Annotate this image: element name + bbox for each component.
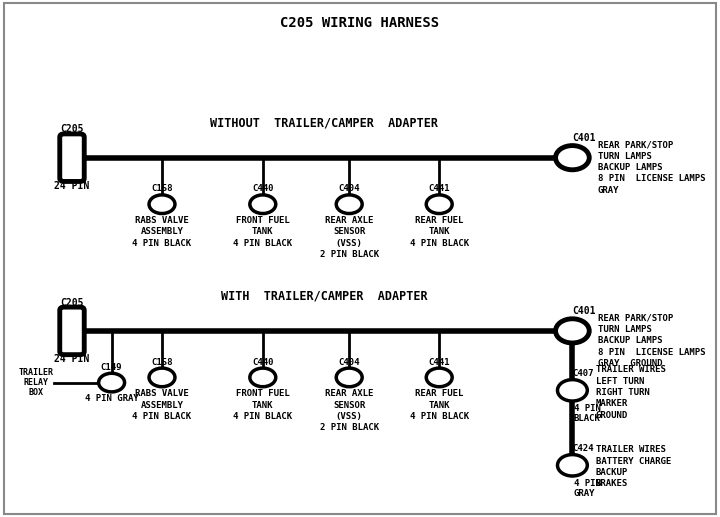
- Text: BACKUP LAMPS: BACKUP LAMPS: [598, 163, 662, 172]
- Text: C407: C407: [572, 369, 594, 378]
- Text: GRAY: GRAY: [574, 489, 595, 498]
- Text: REAR FUEL: REAR FUEL: [415, 389, 464, 398]
- Text: WITHOUT  TRAILER/CAMPER  ADAPTER: WITHOUT TRAILER/CAMPER ADAPTER: [210, 116, 438, 129]
- Text: RIGHT TURN: RIGHT TURN: [596, 388, 649, 397]
- Text: 8 PIN  LICENSE LAMPS: 8 PIN LICENSE LAMPS: [598, 347, 706, 357]
- Text: SENSOR: SENSOR: [333, 401, 365, 409]
- Text: 4 PIN BLACK: 4 PIN BLACK: [132, 412, 192, 421]
- Text: GRAY  GROUND: GRAY GROUND: [598, 359, 662, 368]
- Text: C205: C205: [60, 125, 84, 134]
- Circle shape: [149, 368, 175, 387]
- Text: 24 PIN: 24 PIN: [55, 354, 89, 364]
- Circle shape: [557, 379, 588, 401]
- Text: C401: C401: [572, 306, 596, 316]
- Circle shape: [149, 195, 175, 214]
- Text: FRONT FUEL: FRONT FUEL: [236, 216, 289, 225]
- Text: ASSEMBLY: ASSEMBLY: [140, 401, 184, 409]
- Circle shape: [336, 368, 362, 387]
- Circle shape: [426, 195, 452, 214]
- FancyBboxPatch shape: [60, 134, 84, 181]
- Text: C404: C404: [338, 185, 360, 193]
- Circle shape: [556, 319, 589, 343]
- Text: C149: C149: [101, 363, 122, 372]
- Circle shape: [426, 368, 452, 387]
- Text: 24 PIN: 24 PIN: [55, 181, 89, 191]
- Text: TANK: TANK: [252, 401, 274, 409]
- Text: REAR PARK/STOP: REAR PARK/STOP: [598, 140, 673, 149]
- Text: (VSS): (VSS): [336, 239, 363, 248]
- Text: 4 PIN BLACK: 4 PIN BLACK: [410, 412, 469, 421]
- Circle shape: [250, 368, 276, 387]
- FancyBboxPatch shape: [60, 307, 84, 355]
- Text: RABS VALVE: RABS VALVE: [135, 216, 189, 225]
- Text: C440: C440: [252, 185, 274, 193]
- Text: TURN LAMPS: TURN LAMPS: [598, 325, 652, 334]
- Text: 4 PIN GRAY: 4 PIN GRAY: [85, 394, 138, 403]
- Text: C158: C158: [151, 185, 173, 193]
- Text: TANK: TANK: [252, 227, 274, 236]
- Text: 2 PIN BLACK: 2 PIN BLACK: [320, 423, 379, 432]
- Circle shape: [557, 454, 588, 476]
- Text: GROUND: GROUND: [596, 410, 628, 420]
- Text: REAR AXLE: REAR AXLE: [325, 389, 374, 398]
- Text: TRAILER WIRES: TRAILER WIRES: [596, 445, 666, 454]
- Text: C401: C401: [572, 133, 596, 143]
- Text: MARKER: MARKER: [596, 399, 628, 408]
- Text: 2 PIN BLACK: 2 PIN BLACK: [320, 250, 379, 259]
- Text: SENSOR: SENSOR: [333, 227, 365, 236]
- Text: 4 PIN BLACK: 4 PIN BLACK: [410, 239, 469, 248]
- Circle shape: [336, 195, 362, 214]
- Text: (VSS): (VSS): [336, 412, 363, 421]
- Text: BATTERY CHARGE: BATTERY CHARGE: [596, 457, 671, 466]
- Text: C205: C205: [60, 298, 84, 308]
- Text: WITH  TRAILER/CAMPER  ADAPTER: WITH TRAILER/CAMPER ADAPTER: [221, 290, 427, 302]
- Text: TRAILER WIRES: TRAILER WIRES: [596, 365, 666, 374]
- Text: 4 PIN BLACK: 4 PIN BLACK: [132, 239, 192, 248]
- Text: GRAY: GRAY: [598, 186, 619, 195]
- Circle shape: [99, 373, 125, 392]
- Text: LEFT TURN: LEFT TURN: [596, 376, 644, 386]
- Text: BACKUP: BACKUP: [596, 468, 628, 477]
- Text: BRAKES: BRAKES: [596, 479, 628, 489]
- Text: 8 PIN  LICENSE LAMPS: 8 PIN LICENSE LAMPS: [598, 174, 706, 184]
- Text: 4 PIN BLACK: 4 PIN BLACK: [233, 412, 292, 421]
- Text: C440: C440: [252, 358, 274, 367]
- Text: C441: C441: [428, 358, 450, 367]
- Text: TANK: TANK: [428, 227, 450, 236]
- Circle shape: [250, 195, 276, 214]
- Text: FRONT FUEL: FRONT FUEL: [236, 389, 289, 398]
- Text: 4 PIN BLACK: 4 PIN BLACK: [233, 239, 292, 248]
- Text: ASSEMBLY: ASSEMBLY: [140, 227, 184, 236]
- Text: TURN LAMPS: TURN LAMPS: [598, 151, 652, 161]
- Text: C441: C441: [428, 185, 450, 193]
- Text: C424: C424: [572, 444, 594, 453]
- Text: REAR PARK/STOP: REAR PARK/STOP: [598, 313, 673, 323]
- Text: 4 PIN: 4 PIN: [574, 404, 600, 413]
- Circle shape: [556, 146, 589, 170]
- Text: BLACK: BLACK: [574, 414, 600, 423]
- Text: REAR AXLE: REAR AXLE: [325, 216, 374, 225]
- Text: C158: C158: [151, 358, 173, 367]
- Text: TRAILER
RELAY
BOX: TRAILER RELAY BOX: [19, 368, 53, 398]
- Text: C205 WIRING HARNESS: C205 WIRING HARNESS: [280, 16, 440, 29]
- Text: BACKUP LAMPS: BACKUP LAMPS: [598, 336, 662, 345]
- Text: REAR FUEL: REAR FUEL: [415, 216, 464, 225]
- Text: C404: C404: [338, 358, 360, 367]
- Text: TANK: TANK: [428, 401, 450, 409]
- Text: 4 PIN: 4 PIN: [574, 479, 600, 488]
- Text: RABS VALVE: RABS VALVE: [135, 389, 189, 398]
